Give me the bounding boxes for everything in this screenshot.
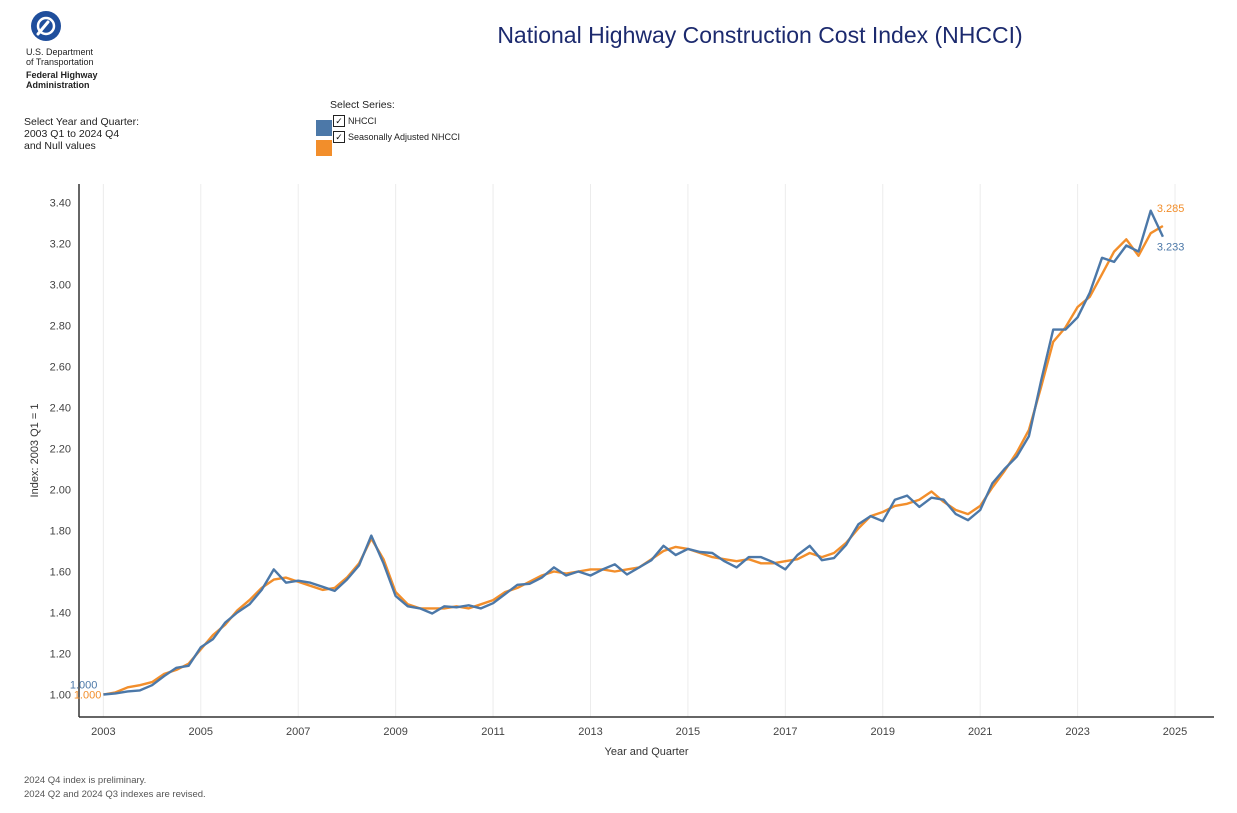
series-selector-label: Select Series: [330, 99, 395, 111]
x-tick-label: 2019 [871, 726, 895, 738]
y-tick-label: 2.20 [50, 443, 71, 455]
x-tick-label: 2025 [1163, 726, 1187, 738]
footnote-revised: 2024 Q2 and 2024 Q3 indexes are revised. [24, 789, 206, 800]
y-tick-label: 2.40 [50, 402, 71, 414]
y-tick-label: 3.40 [50, 197, 71, 209]
y-tick-label: 1.20 [50, 648, 71, 660]
x-tick-label: 2003 [91, 726, 115, 738]
y-tick-label: 2.00 [50, 484, 71, 496]
agency-name-line2: of Transportation [26, 57, 94, 67]
year-quarter-nulls: and Null values [24, 140, 96, 152]
nhcci-checkbox[interactable]: ✓ [333, 115, 345, 127]
x-tick-label: 2013 [578, 726, 602, 738]
nhcci-series-name[interactable]: NHCCI [348, 116, 377, 126]
nhcci-swatch [316, 120, 332, 136]
sa-nhcci-swatch [316, 140, 332, 156]
x-tick-label: 2023 [1065, 726, 1089, 738]
y-tick-label: 1.80 [50, 525, 71, 537]
sa-nhcci-series-name[interactable]: Seasonally Adjusted NHCCI [348, 132, 461, 142]
x-tick-label: 2021 [968, 726, 992, 738]
agency-name-line4: Administration [26, 80, 90, 90]
nhcci-start-label: 1.000 [70, 679, 98, 691]
sa-nhcci-start-label: 1.000 [74, 689, 102, 701]
y-tick-label: 2.60 [50, 361, 71, 373]
footnote-preliminary: 2024 Q4 index is preliminary. [24, 775, 147, 786]
agency-name-line1: U.S. Department [26, 47, 94, 57]
year-quarter-label: Select Year and Quarter: [24, 116, 139, 128]
nhcci-end-label: 3.233 [1157, 242, 1185, 254]
y-tick-label: 1.00 [50, 689, 71, 701]
x-tick-label: 2005 [189, 726, 213, 738]
y-tick-label: 1.40 [50, 607, 71, 619]
dot-logo-mark-icon [31, 11, 61, 41]
sa-nhcci-checkbox[interactable]: ✓ [333, 131, 345, 143]
agency-name-line3: Federal Highway [26, 70, 98, 80]
x-tick-label: 2015 [676, 726, 700, 738]
year-quarter-range: 2003 Q1 to 2024 Q4 [24, 128, 120, 140]
y-axis-title: Index: 2003 Q1 = 1 [29, 404, 41, 498]
x-axis-title: Year and Quarter [605, 746, 689, 758]
page-title: National Highway Construction Cost Index… [497, 22, 1023, 48]
y-tick-label: 3.20 [50, 238, 71, 250]
x-tick-label: 2017 [773, 726, 797, 738]
y-tick-label: 3.00 [50, 279, 71, 291]
x-tick-label: 2007 [286, 726, 310, 738]
y-tick-label: 1.60 [50, 566, 71, 578]
x-tick-label: 2011 [481, 726, 505, 738]
x-tick-label: 2009 [383, 726, 407, 738]
nhcci-series-line [103, 209, 1164, 696]
y-tick-label: 2.80 [50, 320, 71, 332]
year-quarter-filter[interactable]: Select Year and Quarter: 2003 Q1 to 2024… [24, 116, 139, 152]
sa-nhcci-end-label: 3.285 [1157, 203, 1185, 215]
sa-nhcci-series-line [103, 224, 1164, 696]
